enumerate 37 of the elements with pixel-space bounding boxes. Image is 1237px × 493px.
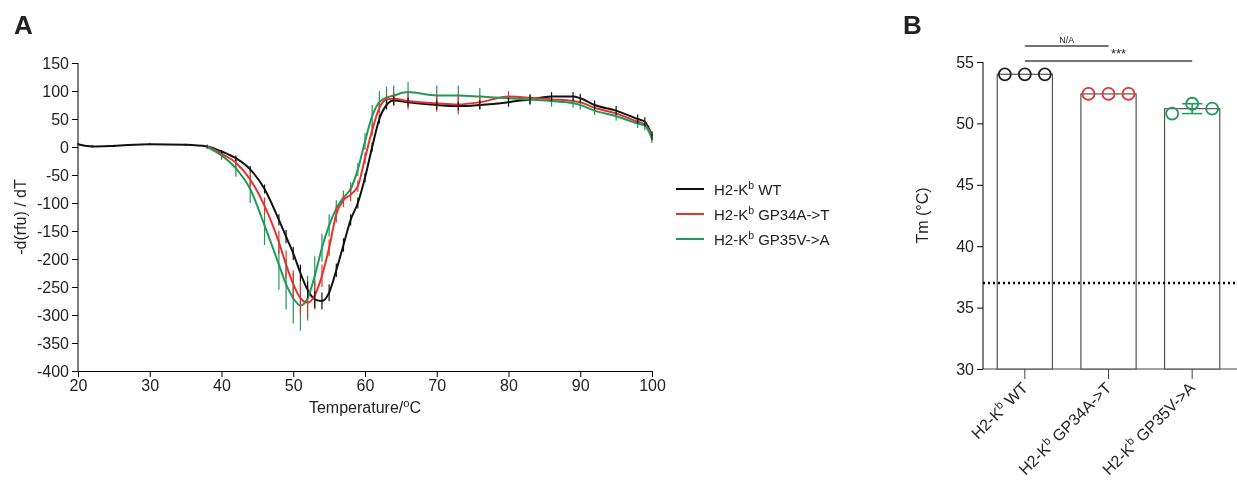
y-tick-label: 45	[956, 176, 975, 194]
x-tick-label: 50	[284, 377, 303, 395]
y-axis-title: -d(rfu) / dT	[12, 178, 29, 255]
y-tick-label: 150	[42, 54, 70, 72]
y-tick-label: 30	[956, 360, 975, 378]
y-tick-label: 100	[42, 82, 70, 100]
x-tick-label: 40	[213, 377, 231, 395]
x-tick-label: 70	[428, 377, 447, 395]
y-tick-label: -200	[36, 250, 70, 268]
legend-label: H2-K$^{b}$ GP35V->A	[714, 229, 830, 248]
chart-title: B	[903, 10, 922, 40]
legend-label: H2-K$^{b}$ WT	[714, 179, 782, 198]
y-tick-label: 35	[956, 299, 975, 317]
y-tick-label: -350	[36, 334, 70, 352]
chart-title: A	[14, 10, 33, 40]
x-tick-label: 60	[356, 377, 375, 395]
y-tick-label: 50	[956, 115, 975, 133]
y-tick-label: -300	[36, 306, 70, 324]
legend-label: H2-K$^{b}$ GP34A->T	[714, 204, 830, 223]
x-tick-label: 20	[69, 377, 88, 395]
y-tick-label: -100	[36, 194, 70, 212]
x-tick-label: 100	[639, 377, 666, 395]
x-axis-title: Temperature/$^{o}$C	[308, 397, 422, 416]
y-tick-label: -250	[36, 278, 70, 296]
y-tick-label: 40	[956, 237, 975, 255]
x-tick-label: 90	[571, 377, 590, 395]
x-tick-label: 80	[500, 377, 518, 395]
y-axis-title: Tm (°C)	[914, 187, 931, 244]
y-tick-label: -150	[36, 222, 70, 240]
y-tick-label: 0	[60, 138, 70, 156]
y-tick-label: -50	[45, 166, 70, 184]
y-tick-label: -400	[36, 362, 70, 380]
x-tick-label: 30	[141, 377, 160, 395]
text: N/A	[1059, 35, 1075, 45]
y-tick-label: 55	[956, 53, 975, 71]
text: ***	[1110, 46, 1127, 61]
y-tick-label: 50	[51, 110, 70, 128]
